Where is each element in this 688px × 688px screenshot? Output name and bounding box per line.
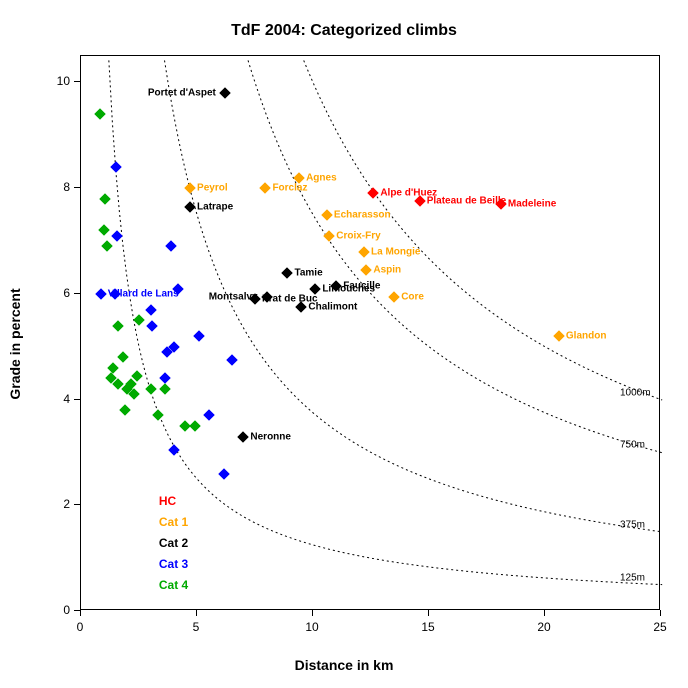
y-tickmark (74, 187, 80, 188)
x-tick-label: 0 (77, 620, 84, 634)
y-tickmark (74, 399, 80, 400)
isoline-label: 375m (620, 519, 645, 530)
x-tickmark (80, 610, 81, 616)
y-tick-label: 8 (50, 180, 70, 194)
legend-item: Cat 1 (159, 515, 188, 529)
point-label: Aspin (373, 265, 401, 276)
isoline (248, 60, 662, 452)
point-label: Madeleine (508, 199, 556, 210)
point-label: Peyrol (197, 183, 228, 194)
isoline-label: 750m (620, 440, 645, 451)
point-label: Forclaz (272, 183, 307, 194)
point-label: Tamie (294, 267, 322, 278)
point-label: Echarasson (334, 209, 391, 220)
x-tickmark (196, 610, 197, 616)
point-label: Chalimont (308, 302, 357, 313)
x-tick-label: 25 (653, 620, 666, 634)
legend-item: Cat 3 (159, 557, 188, 571)
point-label: Portet d'Aspet (148, 88, 216, 99)
x-tick-label: 15 (421, 620, 434, 634)
x-tickmark (312, 610, 313, 616)
y-tickmark (74, 81, 80, 82)
point-label: Core (401, 291, 424, 302)
y-tick-label: 6 (50, 286, 70, 300)
y-tick-label: 2 (50, 497, 70, 511)
point-label: Croix-Fry (336, 230, 380, 241)
y-tickmark (74, 504, 80, 505)
x-tickmark (544, 610, 545, 616)
x-tick-label: 10 (305, 620, 318, 634)
scatter-chart: TdF 2004: Categorized climbs Distance in… (0, 0, 688, 688)
y-tickmark (74, 293, 80, 294)
point-label: Glandon (566, 331, 607, 342)
y-tick-label: 0 (50, 603, 70, 617)
point-label: Faucille (343, 280, 380, 291)
y-axis-label: Grade in percent (7, 288, 23, 399)
point-label: Montsalvy (209, 291, 258, 302)
x-tickmark (660, 610, 661, 616)
isoline-label: 125m (620, 572, 645, 583)
point-label: Latrape (197, 201, 233, 212)
point-label: Agnes (306, 172, 337, 183)
point-label: Neronne (250, 431, 291, 442)
isoline-label: 1000m (620, 387, 651, 398)
y-tick-label: 4 (50, 392, 70, 406)
x-tick-label: 5 (193, 620, 200, 634)
point-label: Plateau de Beille (427, 196, 506, 207)
legend-item: Cat 4 (159, 578, 188, 592)
chart-title: TdF 2004: Categorized climbs (0, 22, 688, 40)
isoline (109, 60, 662, 584)
legend-item: Cat 2 (159, 536, 188, 550)
legend-item: HC (159, 494, 176, 508)
x-axis-label: Distance in km (0, 657, 688, 673)
point-label: La Mongie (371, 246, 420, 257)
y-tick-label: 10 (50, 74, 70, 88)
x-tickmark (428, 610, 429, 616)
y-tickmark (74, 610, 80, 611)
x-tick-label: 20 (537, 620, 550, 634)
